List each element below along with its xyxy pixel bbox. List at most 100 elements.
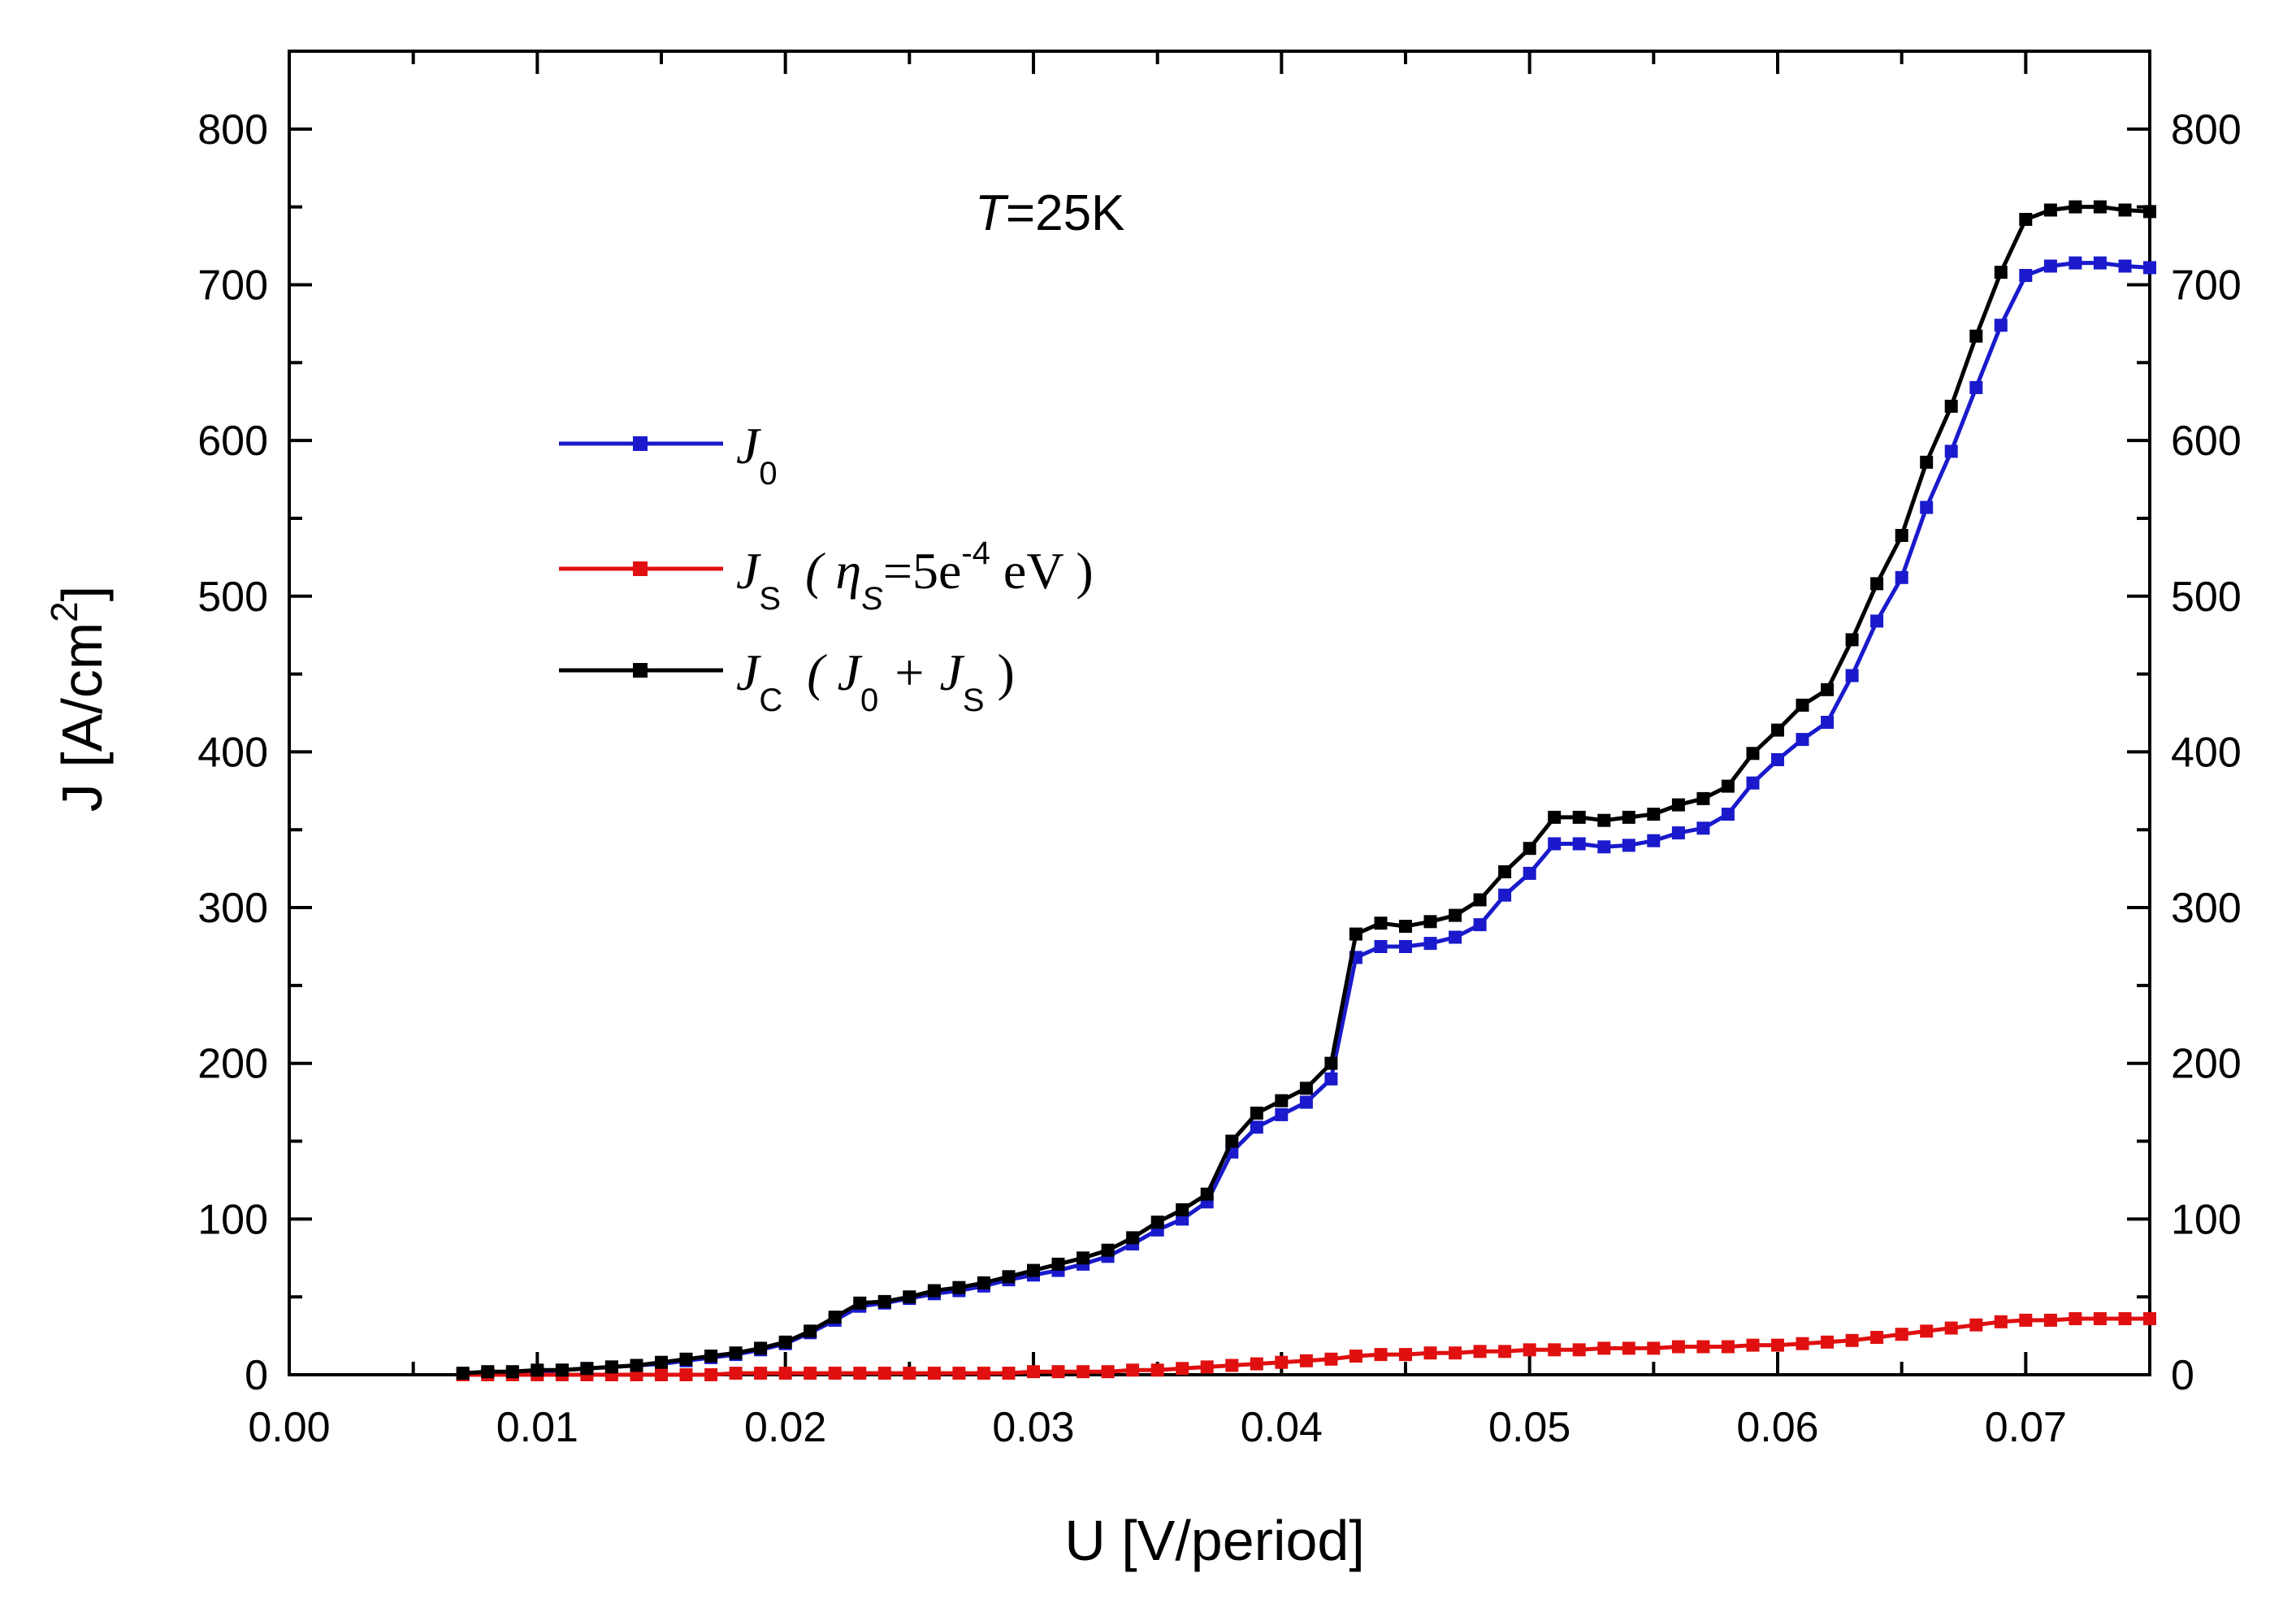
- data-point: [828, 1367, 842, 1380]
- data-point: [2069, 1312, 2082, 1325]
- data-point: [704, 1368, 718, 1381]
- data-point: [804, 1367, 817, 1380]
- annotation-italic: T: [975, 185, 1009, 241]
- data-point: [1473, 918, 1487, 932]
- data-point: [1051, 1257, 1065, 1271]
- data-point: [456, 1367, 470, 1380]
- data-point: [555, 1363, 569, 1377]
- y-tick-label-left: 300: [197, 885, 268, 932]
- data-point: [977, 1367, 990, 1380]
- data-point: [1399, 1348, 1412, 1362]
- data-point: [655, 1368, 668, 1381]
- data-point: [1399, 940, 1412, 953]
- y-tick-label-left: 800: [197, 106, 268, 154]
- data-point: [1498, 1345, 1512, 1358]
- data-point: [1944, 1321, 1958, 1335]
- y-tick-label-right: 200: [2171, 1041, 2242, 1088]
- data-point: [2019, 269, 2033, 282]
- data-point: [1423, 915, 1437, 929]
- data-point: [2118, 1312, 2132, 1325]
- data-point: [481, 1365, 495, 1379]
- legend-jc-extra-end: ): [985, 644, 1015, 701]
- data-point: [952, 1280, 966, 1294]
- data-point: [1176, 1202, 1189, 1216]
- data-point: [1275, 1107, 1289, 1121]
- data-point: [2143, 261, 2156, 275]
- legend-jc-extra: ( J: [807, 644, 862, 701]
- y-axis-title-close: ]: [50, 586, 114, 601]
- data-point: [927, 1284, 941, 1298]
- data-point: [679, 1352, 693, 1366]
- data-point: [1622, 1341, 1635, 1355]
- x-axis-title: U [V/period]: [1064, 1509, 1365, 1572]
- data-point: [1250, 1357, 1263, 1371]
- legend-js-extra-sup: -4: [961, 535, 990, 571]
- data-point: [531, 1363, 544, 1377]
- data-point: [2118, 203, 2132, 217]
- data-point: [1746, 776, 1760, 790]
- data-point: [903, 1367, 916, 1380]
- legend: J0 JS( ηS=5e-4 eV ) JC( J0 + JS ): [559, 417, 1094, 718]
- data-point: [1920, 500, 1934, 514]
- data-point: [754, 1367, 768, 1380]
- data-point: [1796, 1337, 1809, 1350]
- legend-entry-j0: J0: [559, 417, 778, 492]
- data-point: [1225, 1134, 1239, 1148]
- y-tick-label-right: 0: [2171, 1352, 2194, 1399]
- data-point: [853, 1367, 867, 1380]
- legend-jc-extra-mid: + J: [878, 644, 964, 701]
- data-point: [1721, 1340, 1735, 1354]
- x-tick-label: 0.01: [496, 1404, 578, 1451]
- data-point: [1821, 1335, 1835, 1349]
- y-tick-label-right: 600: [2171, 418, 2242, 465]
- data-point: [927, 1367, 941, 1380]
- data-point: [1523, 866, 1536, 880]
- data-point: [1771, 723, 1784, 737]
- y-tick-label-left: 700: [197, 262, 268, 309]
- data-point: [977, 1276, 990, 1289]
- data-point: [630, 1358, 643, 1372]
- data-point: [1597, 1341, 1611, 1355]
- data-point: [729, 1367, 743, 1380]
- x-tick-label: 0.07: [1985, 1404, 2067, 1451]
- legend-jc-extra-sub2: S: [963, 682, 985, 718]
- data-point: [1696, 1340, 1710, 1354]
- data-point: [1250, 1120, 1263, 1134]
- data-point: [1548, 810, 1562, 824]
- data-point: [1671, 826, 1685, 840]
- data-point: [2069, 256, 2082, 270]
- data-point: [1771, 1338, 1784, 1352]
- data-point: [1696, 791, 1710, 805]
- data-point: [1449, 930, 1462, 944]
- data-point: [1572, 810, 1586, 824]
- data-point: [2118, 259, 2132, 273]
- data-point: [1597, 840, 1611, 854]
- data-point: [1473, 1345, 1487, 1358]
- data-point: [1176, 1362, 1189, 1376]
- y-tick-label-right: 700: [2171, 262, 2242, 309]
- legend-j0-sub: 0: [759, 456, 777, 492]
- data-point: [804, 1324, 817, 1338]
- data-point: [1622, 838, 1635, 852]
- data-point: [1002, 1270, 1016, 1284]
- data-point: [1548, 837, 1562, 851]
- data-point: [1944, 444, 1958, 458]
- svg-text:J [A/cm2]: J [A/cm2]: [43, 586, 114, 812]
- legend-entry-jc: JC ( J0 + JS ): [559, 644, 1015, 718]
- data-point: [1597, 813, 1611, 827]
- x-tick-label: 0.03: [992, 1404, 1074, 1451]
- data-point: [1671, 1340, 1685, 1354]
- data-point: [1399, 920, 1412, 934]
- data-point: [1374, 916, 1388, 930]
- x-tick-label: 0.02: [744, 1404, 826, 1451]
- legend-js-sub: S: [759, 581, 781, 617]
- data-point: [2093, 1312, 2107, 1325]
- data-point: [1994, 266, 2008, 280]
- data-point: [1002, 1367, 1016, 1380]
- data-point: [1498, 865, 1512, 878]
- data-point: [1275, 1094, 1289, 1107]
- data-point: [1349, 927, 1362, 941]
- y-tick-label-left: 600: [197, 418, 268, 465]
- data-point: [1845, 1333, 1859, 1347]
- data-point: [903, 1290, 916, 1304]
